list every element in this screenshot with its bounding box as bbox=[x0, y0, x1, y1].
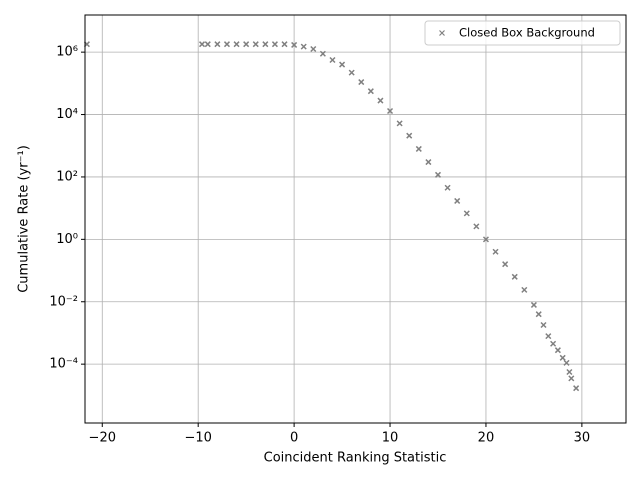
x-tick-label: 20 bbox=[478, 431, 495, 446]
legend-box bbox=[424, 20, 621, 46]
point bbox=[554, 347, 561, 354]
y-tick-label: 10⁻² bbox=[49, 294, 78, 309]
legend-marker bbox=[439, 30, 445, 36]
point bbox=[540, 321, 547, 329]
x-tick-label: −10 bbox=[184, 431, 211, 446]
point bbox=[521, 286, 528, 293]
point bbox=[310, 45, 317, 53]
plot-frame bbox=[84, 14, 627, 424]
point bbox=[444, 184, 451, 191]
point bbox=[396, 120, 403, 127]
point bbox=[415, 145, 422, 152]
point bbox=[550, 340, 557, 347]
point bbox=[535, 311, 542, 318]
y-axis-label: Cumulative Rate (yr⁻¹) bbox=[17, 145, 32, 293]
point bbox=[367, 88, 374, 95]
point bbox=[454, 197, 461, 204]
point bbox=[530, 301, 537, 308]
point bbox=[377, 97, 384, 104]
y-tick-label: 10² bbox=[56, 169, 78, 184]
x-tick-label: 30 bbox=[574, 431, 591, 446]
x-tick-label: 10 bbox=[382, 431, 399, 446]
legend-label: Closed Box Background bbox=[459, 26, 595, 40]
point bbox=[502, 261, 509, 268]
y-tick-label: 10⁻⁴ bbox=[49, 357, 78, 372]
point bbox=[233, 41, 240, 48]
point bbox=[473, 223, 480, 230]
point bbox=[281, 41, 288, 48]
point bbox=[482, 236, 489, 243]
point bbox=[329, 56, 336, 64]
point bbox=[545, 333, 552, 340]
point bbox=[563, 359, 570, 366]
point bbox=[214, 41, 221, 48]
y-tick-label: 10⁴ bbox=[56, 107, 78, 122]
x-axis-label: Coincident Ranking Statistic bbox=[264, 451, 447, 466]
point bbox=[243, 41, 250, 48]
legend: Closed Box Background bbox=[424, 20, 621, 46]
point bbox=[271, 41, 278, 48]
y-tick-label: 10⁰ bbox=[56, 232, 78, 247]
point bbox=[573, 385, 580, 392]
point bbox=[223, 41, 230, 48]
point bbox=[262, 41, 269, 48]
x-tick-label: −20 bbox=[89, 431, 116, 446]
point bbox=[425, 159, 432, 166]
y-tick-label: 10⁶ bbox=[56, 45, 78, 60]
point bbox=[300, 43, 307, 50]
point bbox=[492, 248, 499, 255]
point bbox=[559, 354, 566, 361]
point bbox=[198, 41, 206, 48]
point bbox=[566, 368, 573, 376]
point bbox=[252, 41, 259, 48]
point bbox=[463, 210, 470, 217]
point bbox=[339, 61, 346, 68]
point bbox=[387, 107, 394, 115]
point bbox=[358, 79, 365, 86]
point bbox=[291, 41, 298, 48]
point bbox=[511, 273, 518, 280]
point bbox=[348, 69, 355, 76]
point bbox=[434, 171, 442, 178]
point bbox=[319, 50, 326, 57]
x-tick-label: 0 bbox=[290, 431, 298, 446]
point bbox=[568, 375, 575, 382]
point bbox=[406, 132, 413, 139]
point bbox=[204, 41, 211, 48]
